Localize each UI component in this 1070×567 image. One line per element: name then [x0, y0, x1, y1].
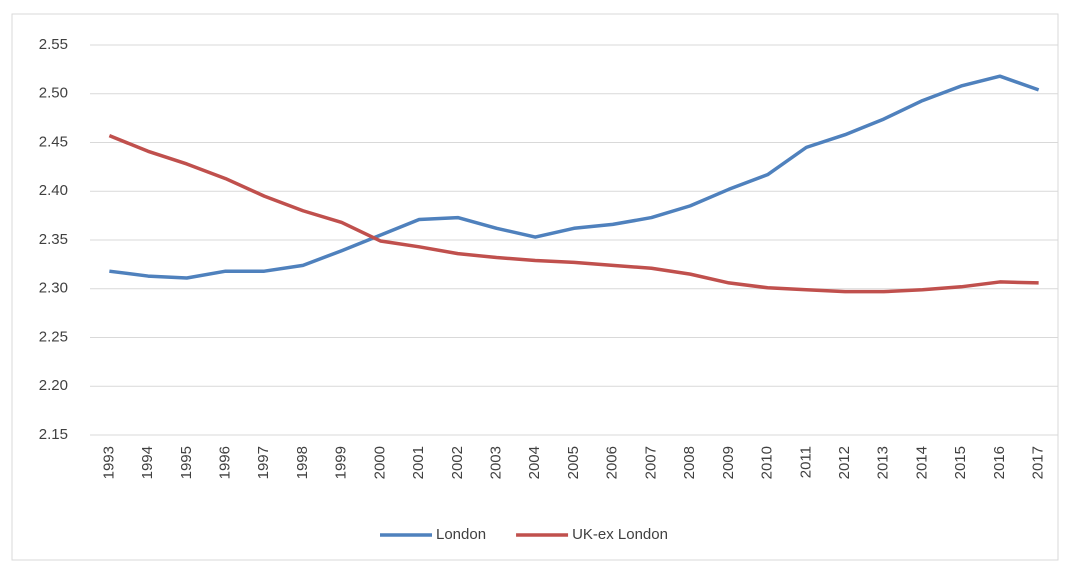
x-tick-label: 1994: [139, 446, 156, 479]
y-tick-label: 2.30: [39, 280, 68, 297]
x-tick-label: 1997: [255, 446, 272, 479]
y-tick-label: 2.35: [39, 231, 68, 248]
y-tick-label: 2.15: [39, 426, 68, 443]
x-tick-label: 2013: [875, 446, 892, 479]
x-tick-label: 1996: [216, 446, 233, 479]
x-tick-label: 2009: [720, 446, 737, 479]
x-tick-label: 2000: [371, 446, 388, 479]
x-tick-label: 2004: [526, 446, 543, 479]
y-tick-label: 2.55: [39, 36, 68, 53]
x-tick-label: 2014: [913, 446, 930, 479]
x-tick-label: 2003: [488, 446, 505, 479]
x-tick-label: 2012: [836, 446, 853, 479]
y-tick-label: 2.40: [39, 182, 68, 199]
x-tick-label: 2006: [604, 446, 621, 479]
y-tick-label: 2.50: [39, 85, 68, 102]
line: [109, 74, 1040, 280]
x-tick-label: 2017: [1030, 446, 1047, 479]
x-tick-label: 2011: [797, 446, 814, 478]
x-tick-label: 1998: [294, 446, 311, 479]
legend-label: London: [436, 526, 486, 543]
x-tick-label: 1999: [333, 446, 350, 479]
x-tick-label: 2005: [565, 446, 582, 479]
x-tick-label: 2002: [449, 446, 466, 479]
x-tick-label: 1995: [178, 446, 195, 479]
y-tick-label: 2.45: [39, 133, 68, 150]
y-tick-label: 2.25: [39, 328, 68, 345]
line: [108, 134, 1039, 294]
x-tick-label: 2015: [952, 446, 969, 479]
x-tick-label: 2001: [410, 446, 427, 479]
legend-label: UK-ex London: [572, 526, 668, 543]
x-tick-label: 2010: [759, 446, 776, 479]
x-tick-label: 2008: [681, 446, 698, 479]
chart-frame: [11, 13, 1059, 561]
y-tick-label: 2.20: [39, 377, 68, 394]
x-tick-label: 2007: [642, 446, 659, 479]
x-tick-label: 2016: [991, 446, 1008, 479]
x-tick-label: 1993: [100, 446, 117, 479]
